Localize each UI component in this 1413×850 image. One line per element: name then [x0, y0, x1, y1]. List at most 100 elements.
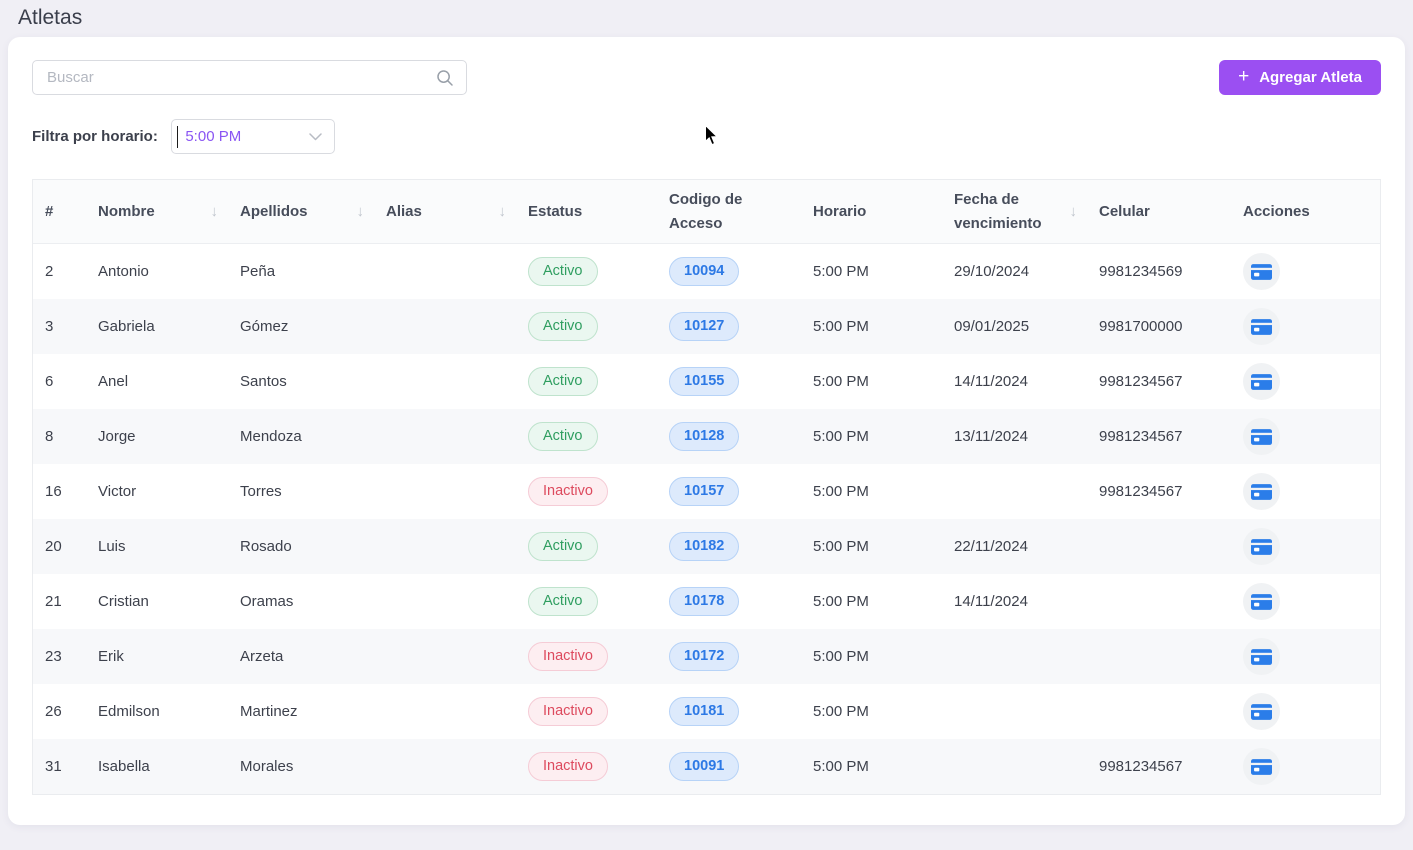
cell-apellidos: Oramas [240, 593, 386, 610]
access-code-badge: 10155 [669, 367, 739, 396]
cell-horario: 5:00 PM [813, 483, 954, 500]
sort-descending-icon[interactable]: ↓ [211, 203, 219, 220]
cell-nombre: Erik [98, 648, 240, 665]
card-action-button[interactable] [1243, 583, 1280, 620]
column-header-apellidos[interactable]: Apellidos↓ [240, 180, 386, 243]
status-badge: Inactivo [528, 697, 608, 726]
status-badge: Activo [528, 367, 598, 396]
cell-acciones [1243, 528, 1380, 565]
cell-estatus: Inactivo [528, 752, 669, 781]
column-header-num: # [45, 180, 98, 243]
cell-horario: 5:00 PM [813, 428, 954, 445]
add-athlete-button[interactable]: + Agregar Atleta [1219, 60, 1381, 95]
access-code-badge: 10127 [669, 312, 739, 341]
column-header-fecha[interactable]: Fecha de vencimiento↓ [954, 180, 1099, 243]
cell-fecha: 13/11/2024 [954, 428, 1099, 445]
access-code-badge: 10128 [669, 422, 739, 451]
page-title: Atletas [0, 0, 1413, 37]
card-icon [1251, 374, 1272, 390]
card-action-button[interactable] [1243, 528, 1280, 565]
sort-descending-icon[interactable]: ↓ [357, 203, 365, 220]
cell-horario: 5:00 PM [813, 648, 954, 665]
column-header-codigo: Codigo de Acceso [669, 180, 813, 243]
athletes-table: # Nombre↓ Apellidos↓ Alias↓ Estatus Codi… [32, 179, 1381, 795]
card-action-button[interactable] [1243, 473, 1280, 510]
toolbar: + Agregar Atleta [32, 60, 1381, 95]
table-row: 20LuisRosadoActivo101825:00 PM22/11/2024 [33, 519, 1380, 574]
cell-estatus: Activo [528, 367, 669, 396]
search-icon [436, 69, 454, 92]
cell-num: 31 [45, 758, 98, 775]
status-badge: Activo [528, 422, 598, 451]
cell-apellidos: Rosado [240, 538, 386, 555]
cell-apellidos: Santos [240, 373, 386, 390]
cell-apellidos: Arzeta [240, 648, 386, 665]
add-athlete-label: Agregar Atleta [1259, 69, 1362, 86]
card-action-button[interactable] [1243, 638, 1280, 675]
cell-horario: 5:00 PM [813, 758, 954, 775]
card-action-button[interactable] [1243, 748, 1280, 785]
access-code-badge: 10181 [669, 697, 739, 726]
cell-acciones [1243, 583, 1380, 620]
card-action-button[interactable] [1243, 363, 1280, 400]
cell-apellidos: Morales [240, 758, 386, 775]
column-header-alias[interactable]: Alias↓ [386, 180, 528, 243]
card-icon [1251, 649, 1272, 665]
access-code-badge: 10182 [669, 532, 739, 561]
table-row: 21CristianOramasActivo101785:00 PM14/11/… [33, 574, 1380, 629]
status-badge: Activo [528, 312, 598, 341]
cell-apellidos: Peña [240, 263, 386, 280]
cell-acciones [1243, 363, 1380, 400]
status-badge: Activo [528, 532, 598, 561]
card-action-button[interactable] [1243, 693, 1280, 730]
access-code-badge: 10094 [669, 257, 739, 286]
card-icon [1251, 484, 1272, 500]
cell-apellidos: Torres [240, 483, 386, 500]
cell-codigo: 10181 [669, 697, 813, 726]
cell-nombre: Antonio [98, 263, 240, 280]
cell-horario: 5:00 PM [813, 703, 954, 720]
column-header-celular: Celular [1099, 180, 1243, 243]
status-badge: Inactivo [528, 642, 608, 671]
schedule-filter-value: 5:00 PM [185, 128, 241, 145]
cell-nombre: Gabriela [98, 318, 240, 335]
cell-celular: 9981234569 [1099, 263, 1243, 280]
sort-descending-icon[interactable]: ↓ [1070, 203, 1078, 220]
sort-descending-icon[interactable]: ↓ [499, 203, 507, 220]
cell-num: 16 [45, 483, 98, 500]
cell-acciones [1243, 253, 1380, 290]
cell-codigo: 10157 [669, 477, 813, 506]
athletes-card: + Agregar Atleta Filtra por horario: 5:0… [8, 37, 1405, 825]
table-row: 23ErikArzetaInactivo101725:00 PM [33, 629, 1380, 684]
plus-icon: + [1238, 67, 1249, 86]
cell-num: 21 [45, 593, 98, 610]
filter-row: Filtra por horario: 5:00 PM [32, 119, 1381, 154]
cell-horario: 5:00 PM [813, 318, 954, 335]
cell-nombre: Luis [98, 538, 240, 555]
cell-num: 6 [45, 373, 98, 390]
status-badge: Inactivo [528, 752, 608, 781]
cell-estatus: Activo [528, 422, 669, 451]
table-row: 31IsabellaMoralesInactivo100915:00 PM998… [33, 739, 1380, 794]
card-action-button[interactable] [1243, 253, 1280, 290]
cell-codigo: 10172 [669, 642, 813, 671]
card-action-button[interactable] [1243, 418, 1280, 455]
card-icon [1251, 319, 1272, 335]
cell-acciones [1243, 473, 1380, 510]
column-header-acciones: Acciones [1243, 180, 1380, 243]
table-body: 2AntonioPeñaActivo100945:00 PM29/10/2024… [33, 244, 1380, 794]
cell-celular: 9981234567 [1099, 428, 1243, 445]
cell-num: 3 [45, 318, 98, 335]
table-row: 8JorgeMendozaActivo101285:00 PM13/11/202… [33, 409, 1380, 464]
cell-codigo: 10094 [669, 257, 813, 286]
card-action-button[interactable] [1243, 308, 1280, 345]
cell-num: 2 [45, 263, 98, 280]
status-badge: Activo [528, 257, 598, 286]
table-row: 6AnelSantosActivo101555:00 PM14/11/20249… [33, 354, 1380, 409]
search-input[interactable] [32, 60, 467, 95]
cell-fecha: 14/11/2024 [954, 373, 1099, 390]
cell-nombre: Victor [98, 483, 240, 500]
column-header-nombre[interactable]: Nombre↓ [98, 180, 240, 243]
schedule-filter-select[interactable]: 5:00 PM [171, 119, 335, 154]
table-row: 2AntonioPeñaActivo100945:00 PM29/10/2024… [33, 244, 1380, 299]
